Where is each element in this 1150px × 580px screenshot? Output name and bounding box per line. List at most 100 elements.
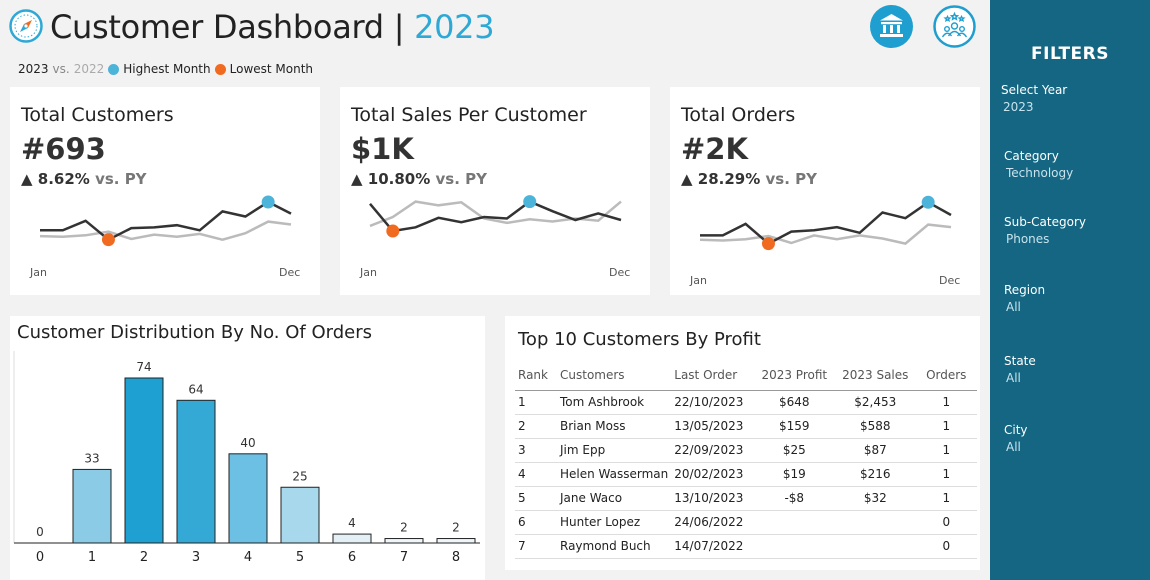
top-customers-panel: Top 10 Customers By Profit Rank Customer… xyxy=(505,316,980,570)
table-row[interactable]: 2 Brian Moss 13/05/2023 $159 $588 1 xyxy=(515,413,978,438)
cell-last-order: 20/02/2023 xyxy=(671,461,754,486)
table-row[interactable]: 6 Hunter Lopez 24/06/2022 0 xyxy=(515,509,978,534)
highest-month-marker[interactable] xyxy=(921,195,935,209)
customer-distribution-panel: Customer Distribution By No. Of Orders 0… xyxy=(10,316,485,580)
kpi-change: ▲ 28.29% vs. PY xyxy=(681,170,817,188)
filter-region[interactable]: Region All xyxy=(1004,283,1149,314)
filter-value[interactable]: 2023 xyxy=(1003,100,1034,114)
kpi-value: #2K xyxy=(681,132,748,166)
filter-label: Category xyxy=(1004,149,1059,163)
bank-icon[interactable] xyxy=(870,5,913,48)
kpi-card-sales-per-customer: Total Sales Per Customer $1K ▲ 10.80% vs… xyxy=(340,87,650,295)
title-text: Customer Dashboard xyxy=(50,8,384,46)
lowest-month-marker[interactable] xyxy=(101,233,115,247)
cell-sales: $87 xyxy=(835,437,916,462)
cell-customer: Brian Moss xyxy=(557,413,672,438)
table-row[interactable]: 1 Tom Ashbrook 22/10/2023 $648 $2,453 1 xyxy=(515,389,978,414)
cell-orders: 1 xyxy=(915,485,978,510)
col-header-orders[interactable]: Orders xyxy=(926,367,967,382)
filter-value[interactable]: Phones xyxy=(1006,232,1050,246)
x-tick-label: 1 xyxy=(88,550,96,565)
bar[interactable] xyxy=(280,486,320,544)
title-year: 2023 xyxy=(414,8,495,46)
bar[interactable] xyxy=(72,468,112,544)
kpi-card-total-customers: Total Customers #693 ▲ 8.62% vs. PY Jan … xyxy=(10,87,320,295)
table-row[interactable]: 7 Raymond Buch 14/07/2022 0 xyxy=(515,533,978,559)
filter-label: State xyxy=(1004,354,1036,368)
filter-value[interactable]: Technology xyxy=(1006,166,1074,180)
x-tick-label: 2 xyxy=(140,550,148,565)
table-row[interactable]: 5 Jane Waco 13/10/2023 -$8 $32 1 xyxy=(515,485,978,510)
title-separator: | xyxy=(393,8,405,46)
filter-category[interactable]: Category Technology xyxy=(1004,149,1149,180)
spark-end-label: Dec xyxy=(279,266,301,279)
cell-orders: 1 xyxy=(915,413,978,438)
legend-prior-year: 2022 xyxy=(73,62,105,76)
cell-customer: Jane Waco xyxy=(557,485,672,510)
kpi-value: $1K xyxy=(351,132,414,166)
spark-start-label: Jan xyxy=(30,266,47,279)
filter-state[interactable]: State All xyxy=(1004,354,1149,385)
bar[interactable] xyxy=(228,453,268,544)
kpi-change: ▲ 8.62% vs. PY xyxy=(21,170,147,188)
x-tick-label: 7 xyxy=(400,550,408,565)
bar[interactable] xyxy=(124,377,164,544)
cell-last-order: 24/06/2022 xyxy=(671,509,754,534)
legend: 2023 vs. 2022 Highest Month Lowest Month xyxy=(18,62,313,76)
cell-orders: 1 xyxy=(915,461,978,486)
x-tick-label: 5 xyxy=(296,550,304,565)
lowest-month-dot-icon xyxy=(214,63,226,75)
bar[interactable] xyxy=(436,538,476,544)
kpi-title: Total Sales Per Customer xyxy=(351,104,587,126)
filter-select-year[interactable]: Select Year 2023 xyxy=(1001,83,1146,114)
highest-month-dot-icon xyxy=(108,63,120,75)
table-row[interactable]: 4 Helen Wasserman 20/02/2023 $19 $216 1 xyxy=(515,461,978,486)
cell-rank: 3 xyxy=(515,437,557,462)
table-title: Top 10 Customers By Profit xyxy=(518,329,761,350)
spark-start-label: Jan xyxy=(360,266,377,279)
cell-last-order: 14/07/2022 xyxy=(671,533,754,559)
highest-month-marker[interactable] xyxy=(261,195,275,209)
col-header-profit[interactable]: 2023 Profit xyxy=(761,367,828,382)
cell-sales xyxy=(835,533,916,559)
filter-sub-category[interactable]: Sub-Category Phones xyxy=(1004,215,1149,246)
bar-value-label: 40 xyxy=(240,436,255,450)
filter-value[interactable]: All xyxy=(1006,371,1021,385)
bar[interactable] xyxy=(176,399,216,544)
col-header-rank[interactable]: Rank xyxy=(518,367,548,382)
table-row[interactable]: 3 Jim Epp 22/09/2023 $25 $87 1 xyxy=(515,437,978,462)
bar-value-label: 33 xyxy=(84,451,99,465)
kpi-vs-label: vs. PY xyxy=(95,170,147,188)
cell-sales xyxy=(835,509,916,534)
cell-profit: $19 xyxy=(753,461,836,486)
legend-current-year: 2023 xyxy=(18,62,49,76)
col-header-customers[interactable]: Customers xyxy=(560,367,625,382)
col-header-sales[interactable]: 2023 Sales xyxy=(842,367,909,382)
lowest-month-marker[interactable] xyxy=(761,237,775,251)
filter-city[interactable]: City All xyxy=(1004,423,1149,454)
filter-value[interactable]: All xyxy=(1006,440,1021,454)
kpi-vs-label: vs. PY xyxy=(765,170,817,188)
customers-group-icon[interactable] xyxy=(933,5,976,48)
cell-rank: 1 xyxy=(515,389,557,414)
top-customers-table: Rank Customers Last Order 2023 Profit 20… xyxy=(515,360,978,559)
cell-profit: -$8 xyxy=(753,485,836,510)
highest-month-marker[interactable] xyxy=(523,195,537,209)
col-header-last-order[interactable]: Last Order xyxy=(674,367,738,382)
bar[interactable] xyxy=(384,538,424,544)
cell-sales: $216 xyxy=(835,461,916,486)
bar-value-label: 64 xyxy=(188,382,203,396)
spark-start-label: Jan xyxy=(690,274,707,287)
x-tick-label: 3 xyxy=(192,550,200,565)
x-tick-label: 6 xyxy=(348,550,356,565)
filter-label: City xyxy=(1004,423,1028,437)
cell-rank: 7 xyxy=(515,533,557,559)
kpi-change-pct: 10.80% xyxy=(367,170,431,188)
bar[interactable] xyxy=(332,533,372,544)
cell-sales: $2,453 xyxy=(835,389,916,414)
sparkline-sales-per-customer xyxy=(369,195,622,238)
up-triangle-icon: ▲ xyxy=(681,170,693,188)
lowest-month-marker[interactable] xyxy=(386,224,400,238)
legend-highest: Highest Month xyxy=(123,62,211,76)
filter-value[interactable]: All xyxy=(1006,300,1021,314)
